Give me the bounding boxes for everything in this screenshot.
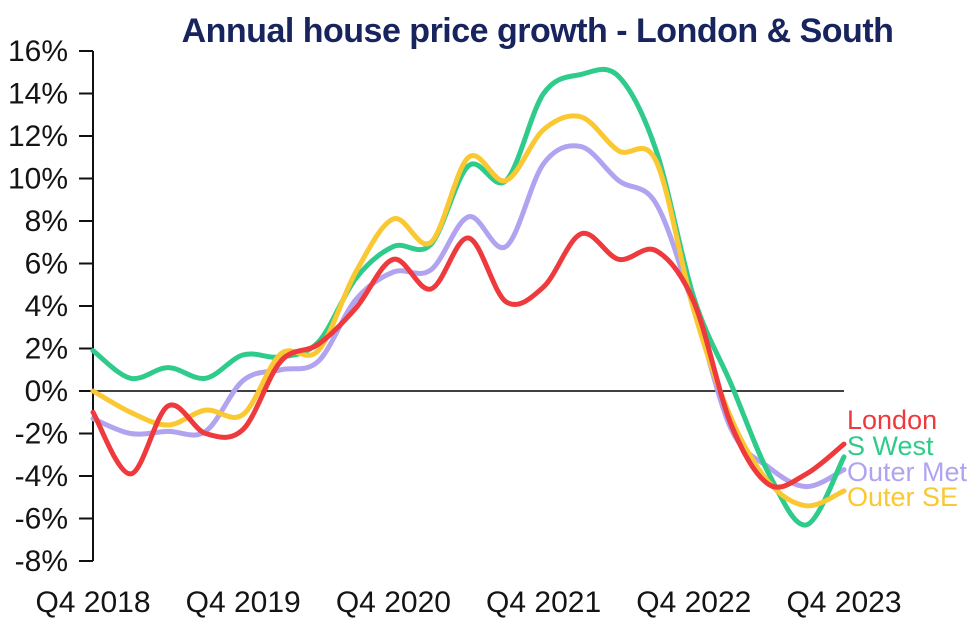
x-tick-label: Q4 2019 bbox=[186, 586, 301, 619]
x-tick-label: Q4 2023 bbox=[786, 586, 901, 619]
y-tick-label: -2% bbox=[15, 418, 68, 451]
legend-label-s-west: S West bbox=[847, 431, 934, 461]
y-tick-label: 10% bbox=[8, 163, 68, 196]
y-tick-label: 16% bbox=[8, 35, 68, 68]
y-tick-label: 2% bbox=[25, 333, 68, 366]
chart-title: Annual house price growth - London & Sou… bbox=[181, 12, 894, 50]
y-tick-label: -8% bbox=[15, 545, 68, 578]
legend-label-outer-met: Outer Met bbox=[847, 457, 968, 487]
series-line-outer-se bbox=[90, 113, 847, 509]
y-tick-label: 4% bbox=[25, 290, 68, 323]
legend-label-london: London bbox=[847, 405, 937, 435]
y-tick-label: -6% bbox=[15, 503, 68, 536]
y-tick-label: -4% bbox=[15, 460, 68, 493]
series-line-london bbox=[90, 230, 847, 490]
series-line-s-west bbox=[90, 66, 847, 528]
x-tick-label: Q4 2020 bbox=[336, 586, 451, 619]
y-tick-label: 12% bbox=[8, 120, 68, 153]
y-tick-label: 0% bbox=[25, 375, 68, 408]
x-tick-label: Q4 2022 bbox=[636, 586, 751, 619]
x-tick-label: Q4 2018 bbox=[35, 586, 150, 619]
y-tick-label: 6% bbox=[25, 248, 68, 281]
y-tick-label: 8% bbox=[25, 205, 68, 238]
x-tick-label: Q4 2021 bbox=[486, 586, 601, 619]
legend-label-outer-se: Outer SE bbox=[847, 482, 958, 512]
y-tick-label: 14% bbox=[8, 78, 68, 111]
